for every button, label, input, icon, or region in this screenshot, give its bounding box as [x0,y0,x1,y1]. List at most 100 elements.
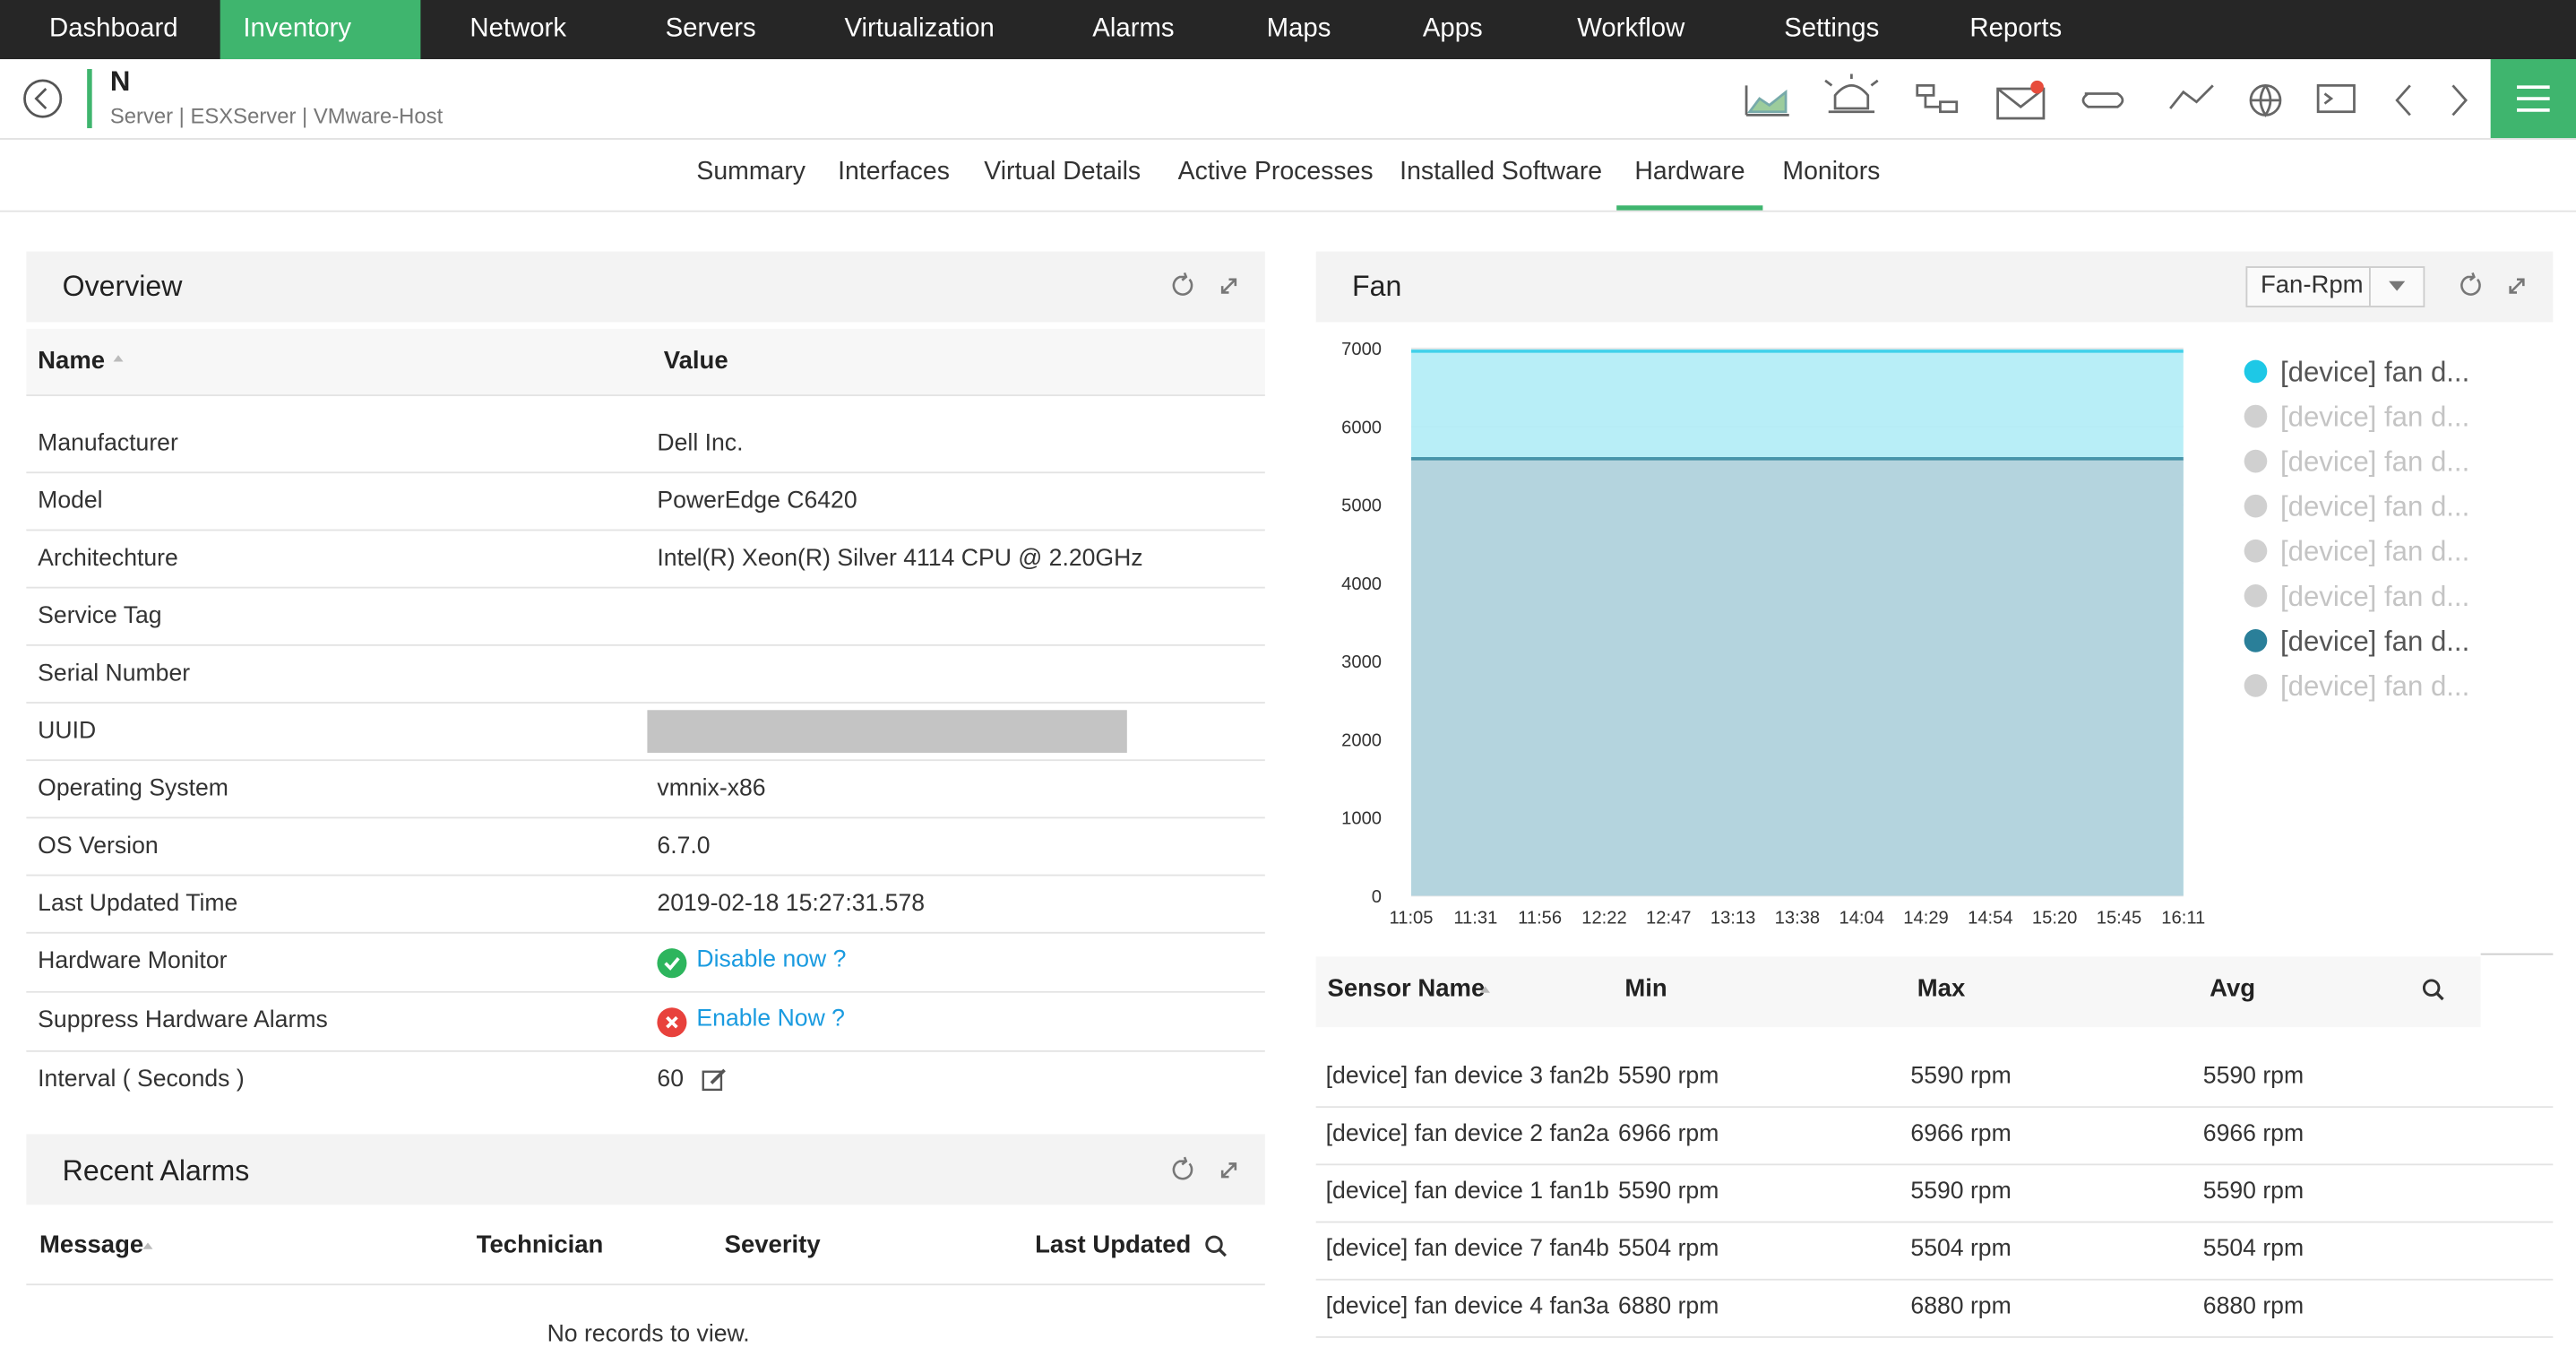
row-divider [1315,1278,2554,1281]
cell: 5590 rpm [1910,1178,2012,1205]
nav-item[interactable]: Maps [1266,14,1331,43]
legend-marker [2244,359,2268,384]
active-tab-indicator [1616,205,1763,211]
tab[interactable]: Monitors [1782,158,1881,186]
menu-button[interactable] [2490,59,2576,139]
cell: [device] fan device 2 fan2a [1325,1120,1609,1148]
nav-item[interactable]: Virtualization [844,14,995,43]
error-icon [657,1007,687,1038]
row-divider [26,759,1265,762]
panel-title: Overview [62,269,183,303]
row-name: Operating System [38,775,228,802]
y-tick-label: 7000 [1341,340,1382,359]
tab[interactable]: Hardware [1634,158,1745,186]
action-link[interactable]: Enable Now ? [696,1006,845,1032]
column-header[interactable]: Name [38,346,106,376]
nav-item[interactable]: Settings [1784,14,1880,43]
nav-item[interactable]: Dashboard [49,14,178,43]
column-header: Avg [2210,974,2256,1003]
legend-marker [2244,449,2268,473]
x-tick-label: 13:13 [1710,909,1755,928]
y-tick-label: 5000 [1341,497,1382,516]
tab[interactable]: Interfaces [838,158,950,186]
action-link[interactable]: Disable now ? [696,946,847,973]
divider [2480,953,2554,955]
device-name: N [109,65,131,98]
x-tick-label: 12:47 [1646,909,1691,928]
nav-item[interactable]: Inventory [243,14,352,43]
empty-message: No records to view. [547,1321,750,1348]
legend-label: [device] fan d... [2280,491,2469,523]
nav-item[interactable]: Alarms [1092,14,1175,43]
cell: 6880 rpm [2202,1293,2305,1320]
tab[interactable]: Virtual Details [984,158,1142,186]
cell: 6880 rpm [1618,1293,1719,1320]
legend-marker [2244,494,2268,518]
cell: 5590 rpm [1618,1178,1719,1205]
legend-label: [device] fan d... [2280,536,2469,567]
row-value: PowerEdge C6420 [657,488,857,515]
header-accent [87,69,92,129]
cell: 6966 rpm [2202,1120,2305,1148]
column-header[interactable]: Message [39,1231,144,1259]
y-tick-label: 6000 [1341,418,1382,437]
nav-item[interactable]: Servers [665,14,756,43]
x-tick-label: 11:05 [1390,909,1434,928]
row-name: Service Tag [38,603,162,630]
x-tick-label: 14:54 [1968,909,2012,928]
tabs-border [0,210,2576,212]
column-header: Last Updated [1035,1231,1192,1259]
redacted-value [647,710,1127,753]
row-name: Serial Number [38,661,191,687]
y-tick-label: 3000 [1341,652,1382,672]
cell: [device] fan device 3 fan2b [1325,1063,1609,1090]
column-header: Value [663,346,728,376]
column-header: Max [1917,974,1966,1003]
breadcrumb: Server | ESXServer | VMware-Host [109,103,444,129]
column-header[interactable]: Sensor Name [1327,974,1486,1003]
active-nav-bg [220,0,421,60]
legend-label: [device] fan d... [2280,446,2469,478]
panel-title: Recent Alarms [62,1153,250,1188]
tab[interactable]: Active Processes [1177,158,1374,186]
tab[interactable]: Installed Software [1400,158,1603,186]
table-header [1315,956,2481,1028]
y-tick-label: 0 [1372,887,1382,907]
x-tick-label: 14:04 [1839,909,1883,928]
row-value: Intel(R) Xeon(R) Silver 4114 CPU @ 2.20G… [657,545,1143,573]
row-name: Last Updated Time [38,890,238,918]
back-button[interactable] [20,75,65,121]
fan-selector[interactable] [2245,266,2425,307]
cell: 5590 rpm [2202,1063,2305,1090]
legend-marker [2244,539,2268,563]
row-divider [1315,1335,2554,1338]
y-tick-label: 1000 [1341,809,1382,829]
row-name: Manufacturer [38,430,178,457]
row-divider [26,471,1265,474]
row-divider [1315,1163,2554,1166]
legend-label: [device] fan d... [2280,626,2469,657]
nav-item[interactable]: Workflow [1577,14,1685,43]
nav-item[interactable]: Apps [1422,14,1483,43]
nav-item[interactable]: Reports [1969,14,2063,43]
cell: 5590 rpm [2202,1178,2305,1205]
x-tick-label: 11:31 [1453,909,1497,928]
edit-icon[interactable] [702,1067,728,1101]
cell: [device] fan device 4 fan3a [1325,1293,1609,1320]
row-value: 2019-02-18 15:27:31.578 [657,890,926,918]
row-name: OS Version [38,833,159,860]
overview-header [26,251,1265,323]
row-value: vmnix-x86 [657,775,766,802]
table-header [26,328,1265,395]
tab[interactable]: Summary [696,158,806,186]
top-nav: Dashboard Inventory Network Servers Virtuali… [0,0,2576,60]
row-name: Hardware Monitor [38,948,228,975]
x-tick-label: 16:11 [2161,909,2205,928]
row-divider [26,394,1265,396]
row-divider [26,702,1265,704]
row-name: Model [38,488,103,515]
nav-item[interactable]: Network [470,14,567,43]
toolbar-icons[interactable] [1733,73,2488,125]
